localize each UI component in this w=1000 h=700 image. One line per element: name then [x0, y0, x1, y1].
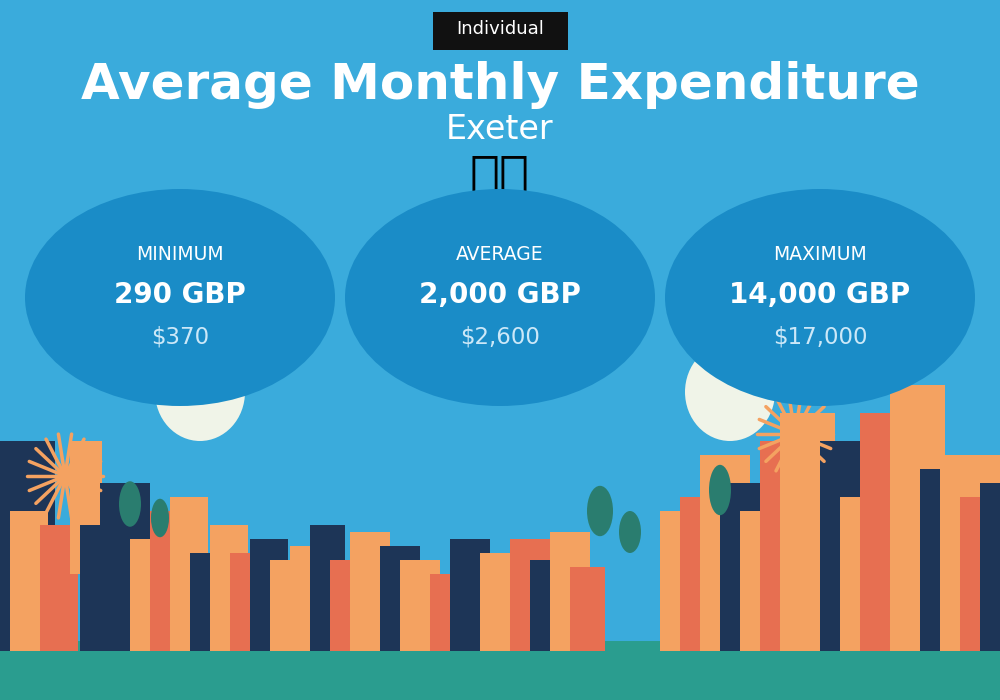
Bar: [840, 497, 880, 651]
Bar: [680, 497, 720, 651]
Bar: [0, 640, 1000, 700]
Ellipse shape: [151, 498, 169, 538]
Bar: [740, 511, 780, 651]
Bar: [210, 525, 248, 651]
Circle shape: [345, 189, 655, 406]
Ellipse shape: [694, 356, 757, 424]
Bar: [940, 455, 1000, 651]
Ellipse shape: [587, 486, 613, 536]
Ellipse shape: [685, 343, 775, 441]
Bar: [450, 539, 490, 651]
Bar: [480, 553, 520, 651]
Ellipse shape: [164, 356, 227, 424]
Text: Exeter: Exeter: [446, 113, 554, 146]
Bar: [550, 532, 590, 651]
Text: $370: $370: [151, 326, 209, 349]
Text: Individual: Individual: [456, 20, 544, 38]
Bar: [310, 525, 345, 651]
Bar: [530, 560, 565, 651]
Bar: [70, 441, 102, 574]
Bar: [270, 560, 302, 651]
Bar: [780, 413, 835, 651]
Text: 14,000 GBP: 14,000 GBP: [729, 281, 911, 309]
Bar: [430, 574, 465, 651]
Text: MINIMUM: MINIMUM: [136, 244, 224, 264]
Bar: [920, 469, 960, 651]
Bar: [230, 553, 262, 651]
Bar: [250, 539, 288, 651]
Circle shape: [25, 189, 335, 406]
FancyBboxPatch shape: [432, 12, 568, 50]
Ellipse shape: [709, 465, 731, 515]
Text: Average Monthly Expenditure: Average Monthly Expenditure: [81, 62, 919, 109]
Bar: [130, 539, 168, 651]
Text: 🇬🇧: 🇬🇧: [470, 153, 530, 200]
Bar: [150, 511, 188, 651]
Text: $17,000: $17,000: [773, 326, 867, 349]
Bar: [10, 511, 48, 651]
Ellipse shape: [155, 343, 245, 441]
Ellipse shape: [698, 350, 770, 428]
Text: 2,000 GBP: 2,000 GBP: [419, 281, 581, 309]
Bar: [80, 525, 118, 651]
Bar: [820, 441, 860, 651]
Bar: [400, 560, 440, 651]
Bar: [980, 483, 1000, 651]
Bar: [100, 483, 150, 651]
Circle shape: [665, 189, 975, 406]
Bar: [190, 553, 222, 651]
Bar: [170, 497, 208, 651]
Bar: [380, 546, 420, 651]
Bar: [40, 525, 78, 651]
Ellipse shape: [119, 482, 141, 526]
Bar: [960, 497, 1000, 651]
Bar: [890, 385, 945, 651]
Text: AVERAGE: AVERAGE: [456, 244, 544, 264]
Bar: [510, 539, 550, 651]
Bar: [570, 567, 605, 651]
Bar: [860, 413, 910, 651]
Bar: [660, 511, 700, 651]
Ellipse shape: [619, 511, 641, 553]
Bar: [700, 455, 750, 651]
Bar: [290, 546, 322, 651]
Bar: [330, 560, 360, 651]
Ellipse shape: [169, 350, 241, 428]
Bar: [720, 483, 760, 651]
Text: $2,600: $2,600: [460, 326, 540, 349]
Bar: [0, 441, 55, 651]
Bar: [350, 532, 390, 651]
Bar: [760, 441, 810, 651]
Text: MAXIMUM: MAXIMUM: [773, 244, 867, 264]
Text: 290 GBP: 290 GBP: [114, 281, 246, 309]
